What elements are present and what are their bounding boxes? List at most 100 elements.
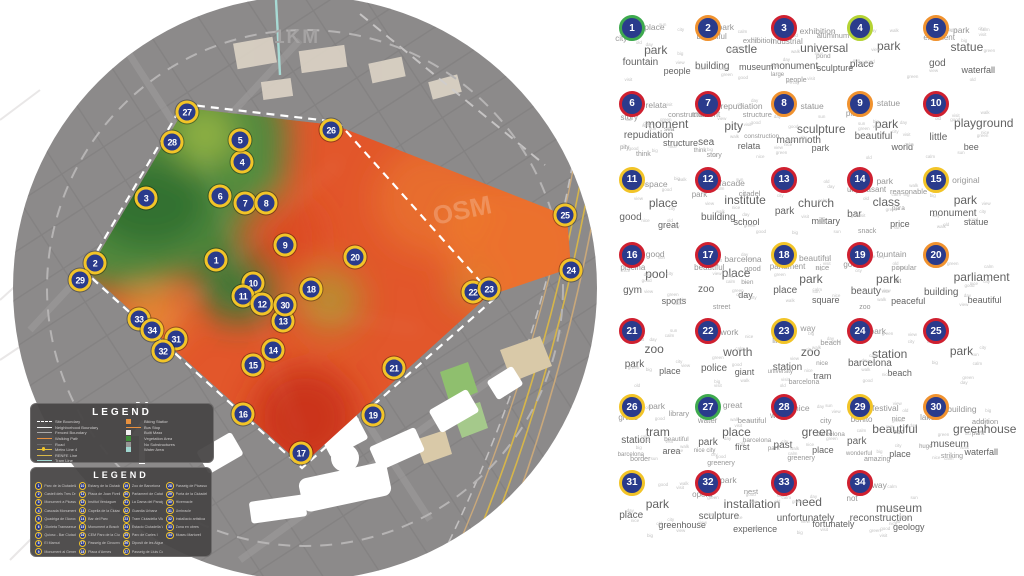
wordcloud-29: 29beautifulparkplacefestivalbonitoniceam… [845, 392, 921, 467]
map-marker-18: 18 [299, 277, 323, 301]
cloud-word: repudiation [623, 130, 674, 142]
cloud-filler-word: day [826, 335, 835, 341]
cloud-filler-word: view [872, 123, 882, 129]
cloud-filler-word: old [823, 178, 830, 184]
cloud-filler-word: big [726, 272, 733, 278]
cloud-filler-word: calm [714, 185, 725, 191]
cloud-word: great [722, 399, 743, 410]
cloud-filler-word: green [937, 432, 950, 438]
cloud-filler-word: green [721, 72, 733, 78]
map-marker-21: 21 [382, 356, 406, 380]
cloud-filler-word: big [985, 407, 992, 413]
cloud-filler-word: visit [978, 31, 987, 37]
cloud-word: lake [920, 413, 935, 423]
cloud-filler-word: sun [978, 429, 987, 435]
place-badge: 29 [166, 490, 174, 498]
cloud-filler-word: city [979, 344, 987, 350]
place-label: Monument a Bosch i Alsina [88, 525, 120, 530]
wordcloud-21: 21zooparkplacecityviewdaygreensuncalmvis… [617, 316, 693, 391]
place-label: Castell dels Tres Dragons [44, 492, 75, 497]
cloud-word: beautiful [872, 421, 918, 436]
place-label: Estany de la Ciutadella [88, 484, 120, 489]
cloud-filler-word: walk [750, 527, 760, 533]
cloud-word: class [872, 194, 900, 209]
legend-item: Fenced Boundary [37, 430, 118, 436]
cloud-filler-word: good [658, 481, 669, 487]
wordcloud-badge: 6 [619, 90, 645, 117]
map-marker-2: 2 [83, 251, 107, 275]
cloud-filler-word: city [855, 267, 862, 273]
cloud-filler-word: big [876, 449, 883, 455]
cloud-filler-word: city [800, 135, 807, 141]
cloud-filler-word: nice [668, 143, 677, 149]
place-label: Monument al General Prim [44, 549, 76, 554]
cloud-filler-word: old [863, 196, 870, 202]
wordcloud-badge: 27 [695, 394, 721, 420]
cloud-filler-word: green [891, 417, 904, 423]
wordcloud-badge: 18 [771, 242, 797, 269]
wordcloud-4: 4parkplacenicegoodwalkcityviewdaygreensu… [845, 13, 921, 88]
cloud-word: aluminum [816, 30, 850, 40]
cloud-word: work [720, 326, 739, 337]
place-badge: 11 [78, 490, 87, 498]
cloud-filler-word: green [885, 206, 898, 212]
cloud-filler-word: green [774, 272, 786, 278]
cloud-filler-word: visit [713, 382, 722, 388]
cloud-filler-word: walk [980, 109, 990, 115]
map-marker-8: 8 [254, 191, 278, 215]
cloud-filler-word: old [865, 154, 872, 160]
cloud-filler-word: sun [885, 423, 894, 429]
cloud-word: pity [724, 119, 743, 134]
cloud-filler-word: calm [703, 512, 714, 518]
cloud-filler-word: calm [887, 484, 897, 490]
cloud-word: institute [724, 193, 766, 208]
cloud-filler-word: nice [734, 514, 743, 520]
zoo-patches [415, 336, 552, 464]
cloud-filler-word: day [742, 212, 750, 218]
cloud-filler-word: walk [959, 444, 969, 450]
cloud-word: beautiful [798, 252, 832, 263]
wordcloud-9: 9parkbeautifulworldstatueplacecityviewda… [845, 89, 921, 164]
place-badge: 24 [122, 523, 130, 531]
cloud-word: park [874, 117, 899, 132]
cloud-filler-word: walk [715, 209, 725, 215]
cloud-word: peaceful [891, 296, 926, 307]
cloud-filler-word: green [869, 528, 881, 534]
cloud-filler-word: green [660, 117, 672, 123]
place-badge: 28 [166, 482, 174, 490]
cloud-word: repudiation [720, 100, 763, 111]
wordcloud-badge: 26 [619, 394, 645, 420]
place-label: Passeig de Circumval-lacio [88, 541, 120, 546]
wordcloud-12: 12 institute building school facade park citad… [692, 165, 769, 240]
cloud-filler-word: walk [679, 481, 689, 487]
place-badge: 15 [78, 523, 87, 531]
cloud-filler-word: big [872, 118, 879, 124]
wordcloud-7: 7pitysearelatarepudiationmomentstructure… [691, 89, 779, 164]
wordcloud-25: 25parkcityviewdaygreensuncalmvisitoldbig [921, 316, 997, 391]
cloud-filler-word: good [756, 228, 767, 234]
cloud-filler-word: calm [787, 451, 798, 457]
sw-sq-green [126, 436, 131, 442]
place-badge: 18 [78, 547, 87, 556]
cloud-word: price [890, 219, 910, 230]
map-marker-1: 1 [204, 248, 228, 272]
cloud-filler-word: day [750, 98, 759, 104]
cloud-word: reconstruction [849, 513, 913, 524]
cloud-word: station [621, 435, 651, 447]
cloud-word: statue [950, 40, 984, 55]
place-badge: 32 [166, 515, 174, 523]
cloud-word: gym [623, 284, 643, 296]
cloud-filler-word: calm [786, 137, 796, 143]
map-marker-27: 27 [175, 100, 199, 124]
cloud-word: experience [733, 523, 778, 534]
wordcloud-badge: 16 [619, 242, 645, 269]
cloud-filler-word: walk [672, 300, 682, 306]
cloud-filler-word: view [959, 302, 969, 308]
cloud-filler-word: view [817, 218, 827, 224]
cloud-filler-word: big [635, 445, 642, 451]
wordcloud-badge: 13 [771, 166, 797, 193]
cloud-filler-word: visit [780, 377, 789, 383]
